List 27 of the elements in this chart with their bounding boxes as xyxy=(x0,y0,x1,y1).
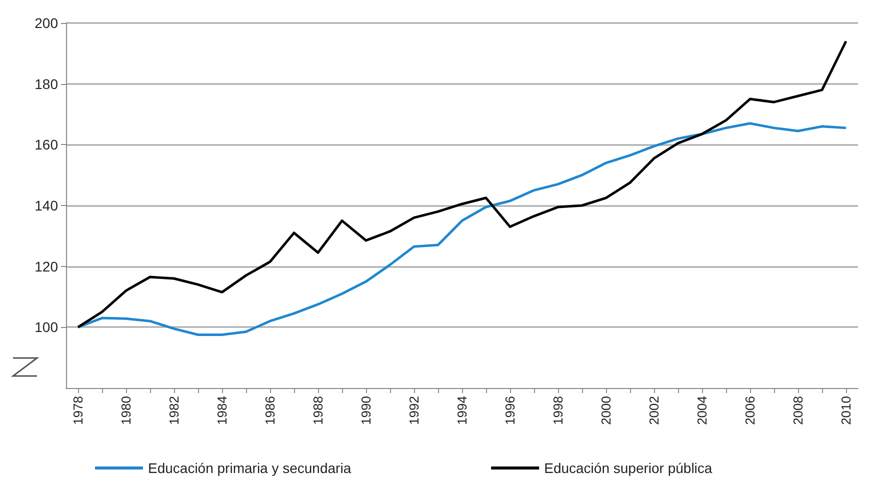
x-tick-label: 1998 xyxy=(550,396,566,425)
line-series xyxy=(76,122,848,336)
x-tick-label: 1980 xyxy=(118,396,134,425)
y-tick-label: 160 xyxy=(34,136,58,153)
y-tick-label: 180 xyxy=(34,76,58,92)
x-tick-label: 1990 xyxy=(358,396,374,425)
y-tick-label: 120 xyxy=(34,258,58,274)
x-tick-label: 1986 xyxy=(262,396,278,425)
x-tick-label: 1992 xyxy=(406,396,422,425)
x-tick-label: 2010 xyxy=(838,396,854,425)
x-tick-label: 2002 xyxy=(646,396,662,425)
y-tick-label: 140 xyxy=(34,198,58,214)
x-tick-label: 1988 xyxy=(310,396,326,425)
x-tick-label: 1984 xyxy=(214,396,230,425)
x-tick-label: 2004 xyxy=(694,396,710,425)
y-tick-label: 200 xyxy=(34,15,58,31)
legend-label: Educación superior pública xyxy=(544,460,712,476)
line-series xyxy=(76,40,848,328)
x-tick-label: 2000 xyxy=(598,396,614,425)
x-tick-label: 1982 xyxy=(166,396,182,425)
legend-label: Educación primaria y secundaria xyxy=(148,460,352,476)
x-tick-label: 1994 xyxy=(454,396,470,425)
x-tick-label: 1996 xyxy=(502,396,518,425)
x-tick-label: 1978 xyxy=(70,396,86,425)
x-tick-label: 2008 xyxy=(790,396,806,425)
x-tick-label: 2006 xyxy=(742,396,758,425)
y-tick-label: 100 xyxy=(34,319,58,336)
